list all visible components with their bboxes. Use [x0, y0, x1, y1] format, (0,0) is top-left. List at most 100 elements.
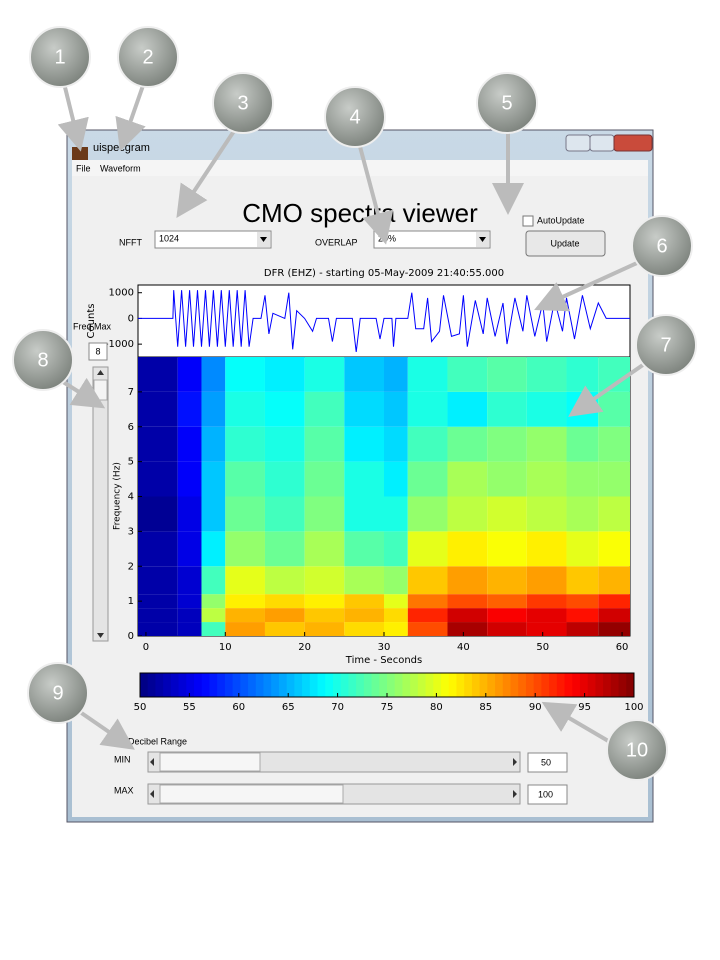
maximize-button[interactable]: [589, 134, 615, 152]
colorbar-swatch: [155, 673, 164, 697]
y-tick-label: 5: [128, 457, 134, 468]
spectrogram-cell: [526, 622, 567, 636]
colorbar: 50 55 60 65 70 75 80 85 90 95 100: [134, 672, 644, 713]
x-tick-label: 90: [529, 702, 542, 713]
callout-bubble: [29, 26, 91, 88]
colorbar-swatch: [525, 673, 535, 697]
colorbar-swatch: [356, 673, 365, 697]
x-tick-label: 80: [430, 702, 443, 713]
slider-thumb[interactable]: [159, 752, 261, 772]
spectrogram-cell: [407, 531, 448, 567]
spectrogram-cell: [201, 461, 226, 497]
menu-item[interactable]: File: [76, 163, 91, 173]
minimize-button[interactable]: [565, 134, 591, 152]
spectrogram-cell: [598, 426, 630, 462]
colorbar-swatch: [572, 673, 581, 697]
spectrogram-cell: [344, 531, 384, 567]
spectrogram-cell: [384, 357, 408, 392]
colorbar-swatch: [425, 673, 434, 697]
spectrogram-cell: [177, 461, 202, 497]
colorbar-swatch: [209, 673, 218, 697]
spectrogram-cell: [447, 461, 488, 497]
autoupdate-checkbox[interactable]: [522, 215, 534, 227]
spectrogram-cell: [566, 531, 599, 567]
spectrogram-cell: [526, 461, 567, 497]
spectrogram-cell: [447, 391, 488, 427]
colorbar-swatch: [363, 673, 373, 697]
spectrogram-cell: [264, 391, 305, 427]
spectrogram-cell: [526, 608, 567, 623]
spectrogram-cell: [487, 531, 527, 567]
x-tick-label: 65: [282, 702, 295, 713]
y-tick-label: -1000: [105, 339, 134, 350]
spectrogram-cell: [201, 357, 226, 392]
spectrogram-cell: [225, 622, 265, 636]
spectrogram-cell: [304, 594, 345, 609]
spectrogram-cell: [177, 426, 202, 462]
spectrogram-cell: [225, 357, 265, 392]
spectrogram-cell: [201, 566, 226, 595]
spectrogram-cell: [384, 531, 408, 567]
spectrogram-cell: [344, 496, 384, 532]
spectrogram-cell: [201, 622, 226, 636]
y-axis-label: Frequency (Hz): [113, 462, 123, 530]
spectrogram-cell: [407, 357, 448, 392]
spectrogram-cell: [344, 594, 384, 609]
slider-thumb[interactable]: [93, 379, 108, 401]
callout-number: 8: [37, 349, 48, 371]
colorbar-swatch: [294, 673, 303, 697]
y-tick-label: 6: [128, 422, 134, 433]
spectrogram-cell: [598, 461, 630, 497]
spectrogram-cell: [447, 608, 488, 623]
colorbar-swatch: [224, 673, 234, 697]
spectrogram-cell: [264, 622, 305, 636]
update-button[interactable]: [525, 230, 606, 257]
x-tick-label: 85: [479, 702, 492, 713]
max-value-box[interactable]: [527, 784, 568, 805]
freq-max-label: Freq Max: [73, 321, 112, 331]
menu-item[interactable]: Waveform: [100, 163, 141, 173]
spectrogram-cell: [526, 531, 567, 567]
vertical-slider[interactable]: [92, 366, 109, 642]
callout-arrows: [57, 74, 652, 750]
callout-bubble: [117, 26, 179, 88]
slider-thumb[interactable]: [159, 784, 344, 804]
freq-max-box[interactable]: [88, 342, 108, 361]
spectrogram-cell: [138, 531, 178, 567]
spectrogram-cell: [566, 357, 599, 392]
autoupdate-label: AutoUpdate: [537, 215, 585, 225]
spectrogram-cell: [487, 426, 527, 462]
spectrogram-cell: [566, 496, 599, 532]
waveform-title: DFR (EHZ) - starting 05-May-2009 21:40:5…: [264, 268, 504, 279]
x-axis-label: Time - Seconds: [345, 655, 422, 666]
x-tick-label: 0: [143, 642, 149, 653]
colorbar-swatch: [610, 673, 620, 697]
min-value-box[interactable]: [527, 752, 568, 773]
spectrogram-cell: [225, 566, 265, 595]
spectrogram-cell: [225, 391, 265, 427]
colorbar-swatch: [502, 673, 511, 697]
spectrogram-cell: [225, 531, 265, 567]
nfft-dropdown[interactable]: [154, 230, 272, 249]
colorbar-swatch: [618, 673, 627, 697]
colorbar-swatch: [518, 673, 527, 697]
colorbar-swatch: [232, 673, 241, 697]
x-tick-label: 40: [457, 642, 470, 653]
colorbar-swatch: [579, 673, 589, 697]
colorbar-swatch: [456, 673, 465, 697]
spectrogram-cell: [138, 391, 178, 427]
waveform-ylabel: Counts: [86, 304, 97, 339]
x-tick-label: 50: [134, 702, 147, 713]
close-button[interactable]: [613, 134, 653, 152]
spectrogram-cell: [344, 622, 384, 636]
spectrogram-cell: [384, 426, 408, 462]
nfft-label: NFFT: [119, 237, 142, 247]
spectrogram-cell: [407, 496, 448, 532]
colorbar-swatch: [255, 673, 264, 697]
spectrogram-cell: [384, 608, 408, 623]
colorbar-swatch: [217, 673, 226, 697]
callout-number: 9: [52, 682, 63, 704]
colorbar-swatch: [417, 673, 427, 697]
colorbar-swatch: [348, 673, 357, 697]
